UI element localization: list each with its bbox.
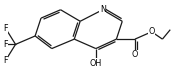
Text: N: N: [100, 5, 106, 14]
Text: O: O: [132, 50, 138, 59]
Text: F: F: [4, 40, 8, 49]
Text: F: F: [4, 56, 8, 65]
Text: F: F: [4, 24, 8, 33]
Text: OH: OH: [90, 59, 102, 68]
Text: O: O: [149, 27, 155, 36]
